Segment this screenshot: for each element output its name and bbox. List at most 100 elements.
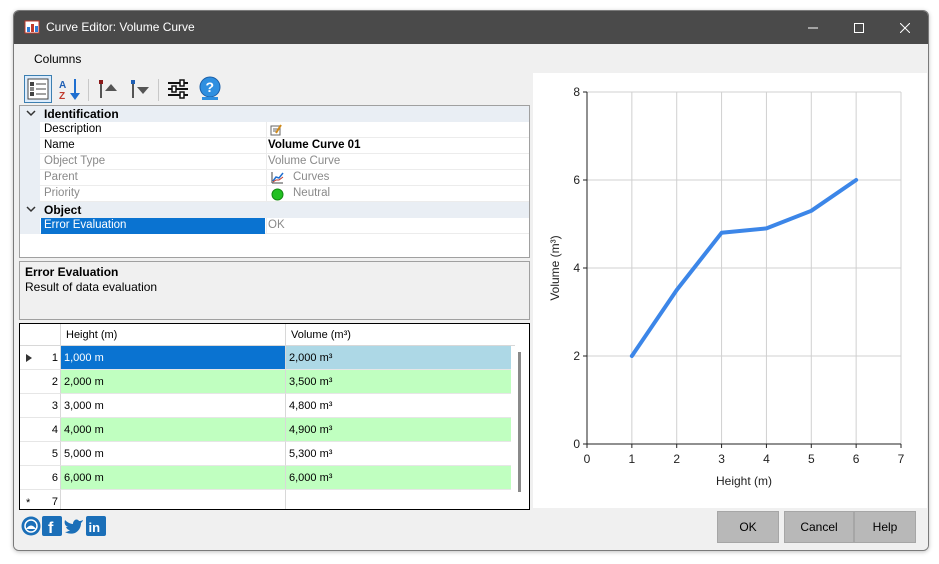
cell-height[interactable]: 3,000 m xyxy=(61,394,286,418)
svg-text:Z: Z xyxy=(59,91,65,101)
sort-alphabetical-button[interactable]: A Z xyxy=(56,75,84,103)
scrollbar-thumb[interactable] xyxy=(518,352,521,492)
window-title: Curve Editor: Volume Curve xyxy=(46,20,195,34)
help-icon: ? xyxy=(199,76,221,100)
cell-volume[interactable]: 2,000 m³ xyxy=(286,346,511,370)
green-dot-icon xyxy=(271,188,284,201)
facebook-icon[interactable]: f xyxy=(42,516,62,536)
property-grid: Identification Description Name Volume C… xyxy=(19,105,530,258)
close-icon xyxy=(900,22,910,33)
column-header-height[interactable]: Height (m) xyxy=(61,324,286,346)
table-row[interactable]: 3 3,000 m 4,800 m³ xyxy=(20,394,515,418)
cell-height[interactable]: 4,000 m xyxy=(61,418,286,442)
series-line xyxy=(629,178,859,358)
curve-data-grid: Height (m) Volume (m³) 1 1,000 m 2,000 m… xyxy=(19,323,530,510)
cell-height[interactable]: 2,000 m xyxy=(61,370,286,394)
move-down-button[interactable] xyxy=(126,75,154,103)
help-toolbar-button[interactable]: ? xyxy=(196,75,224,103)
y-tick-label: 0 xyxy=(573,437,580,451)
maximize-icon xyxy=(854,22,864,33)
table-row[interactable]: 5 5,000 m 5,300 m³ xyxy=(20,442,515,466)
curves-icon xyxy=(271,172,284,184)
x-tick-label: 6 xyxy=(853,452,860,466)
new-table-row[interactable]: * 7 xyxy=(20,490,515,509)
menu-columns[interactable]: Columns xyxy=(34,52,82,66)
x-tick-label: 3 xyxy=(718,452,725,466)
grid-vertical-scrollbar[interactable] xyxy=(515,346,529,507)
svg-text:?: ? xyxy=(206,79,215,95)
cancel-button[interactable]: Cancel xyxy=(784,511,854,543)
x-tick-label: 0 xyxy=(584,452,591,466)
cell-height[interactable]: 1,000 m xyxy=(61,346,286,370)
minimize-icon xyxy=(808,27,818,28)
chart-panel: 0 1 2 3 4 5 6 7 0 2 4 6 8 Height (m) Volume (m³) xyxy=(533,73,927,508)
sort-alphabetical-icon: A Z xyxy=(59,79,80,101)
y-axis-label: Volume (m³) xyxy=(548,235,562,300)
cell-volume[interactable]: 5,300 m³ xyxy=(286,442,511,466)
cell-volume[interactable]: 4,900 m³ xyxy=(286,418,511,442)
table-row[interactable]: 2 2,000 m 3,500 m³ xyxy=(20,370,515,394)
settings-sliders-icon xyxy=(168,79,188,99)
cell-volume[interactable] xyxy=(286,490,511,509)
y-tick-label: 8 xyxy=(573,85,580,99)
cell-volume[interactable]: 6,000 m³ xyxy=(286,466,511,490)
ok-button[interactable]: OK xyxy=(717,511,779,543)
move-up-button[interactable] xyxy=(94,75,122,103)
title-bar[interactable]: Curve Editor: Volume Curve xyxy=(14,11,928,44)
cell-volume[interactable]: 3,500 m³ xyxy=(286,370,511,394)
maximize-button[interactable] xyxy=(836,11,882,44)
chevron-down-icon xyxy=(26,110,36,117)
x-tick-label: 2 xyxy=(673,452,680,466)
category-object[interactable]: Object xyxy=(20,202,529,218)
y-tick-label: 6 xyxy=(573,173,580,187)
cell-volume[interactable]: 4,800 m³ xyxy=(286,394,511,418)
move-up-icon xyxy=(99,80,117,98)
x-tick-label: 1 xyxy=(629,452,636,466)
app-icon xyxy=(24,20,40,34)
x-tick-label: 7 xyxy=(898,452,905,466)
logo-icon[interactable] xyxy=(21,516,41,536)
svg-text:in: in xyxy=(89,520,101,535)
row-header-corner[interactable] xyxy=(20,324,61,346)
current-row-arrow-icon xyxy=(26,354,32,362)
property-toolbar: A Z xyxy=(20,73,232,105)
description-title: Error Evaluation xyxy=(25,265,119,279)
table-row[interactable]: 6 6,000 m 6,000 m³ xyxy=(20,466,515,490)
grid-header: Height (m) Volume (m³) xyxy=(20,324,515,346)
cell-height[interactable]: 5,000 m xyxy=(61,442,286,466)
x-axis-label: Height (m) xyxy=(716,474,772,488)
table-row[interactable]: 1 1,000 m 2,000 m³ xyxy=(20,346,515,370)
close-button[interactable] xyxy=(882,11,928,44)
property-row-parent: Parent Curves xyxy=(20,170,529,186)
property-row-priority: Priority Neutral xyxy=(20,186,529,202)
svg-text:f: f xyxy=(48,520,54,536)
volume-curve-chart: 0 1 2 3 4 5 6 7 0 2 4 6 8 Height (m) Volume (m³) xyxy=(548,85,905,488)
description-text: Result of data evaluation xyxy=(25,280,158,294)
category-identification[interactable]: Identification xyxy=(20,106,529,122)
y-tick-label: 2 xyxy=(573,349,580,363)
linkedin-icon[interactable]: in xyxy=(86,516,106,536)
property-row-description[interactable]: Description xyxy=(20,122,529,138)
property-description: Error Evaluation Result of data evaluati… xyxy=(19,261,530,320)
chevron-down-icon xyxy=(26,206,36,213)
x-tick-label: 5 xyxy=(808,452,815,466)
x-tick-label: 4 xyxy=(763,452,770,466)
table-row[interactable]: 4 4,000 m 4,900 m³ xyxy=(20,418,515,442)
svg-text:A: A xyxy=(59,80,66,91)
column-header-volume[interactable]: Volume (m³) xyxy=(286,324,515,346)
help-button[interactable]: Help xyxy=(854,511,916,543)
property-row-name[interactable]: Name Volume Curve 01 xyxy=(20,138,529,154)
settings-button[interactable] xyxy=(164,75,192,103)
cell-height[interactable]: 6,000 m xyxy=(61,466,286,490)
y-tick-label: 4 xyxy=(573,261,580,275)
property-row-object-type: Object Type Volume Curve xyxy=(20,154,529,170)
cell-height[interactable] xyxy=(61,490,286,509)
minimize-button[interactable] xyxy=(790,11,836,44)
twitter-icon[interactable] xyxy=(64,516,84,536)
new-row-marker: * xyxy=(26,497,31,509)
edit-note-icon[interactable] xyxy=(270,124,282,136)
categorized-view-button[interactable] xyxy=(24,75,52,103)
property-row-error-evaluation[interactable]: Error Evaluation OK xyxy=(20,218,529,234)
categorized-view-icon xyxy=(27,78,49,100)
curve-editor-window: Curve Editor: Volume Curve Columns A xyxy=(13,10,929,551)
